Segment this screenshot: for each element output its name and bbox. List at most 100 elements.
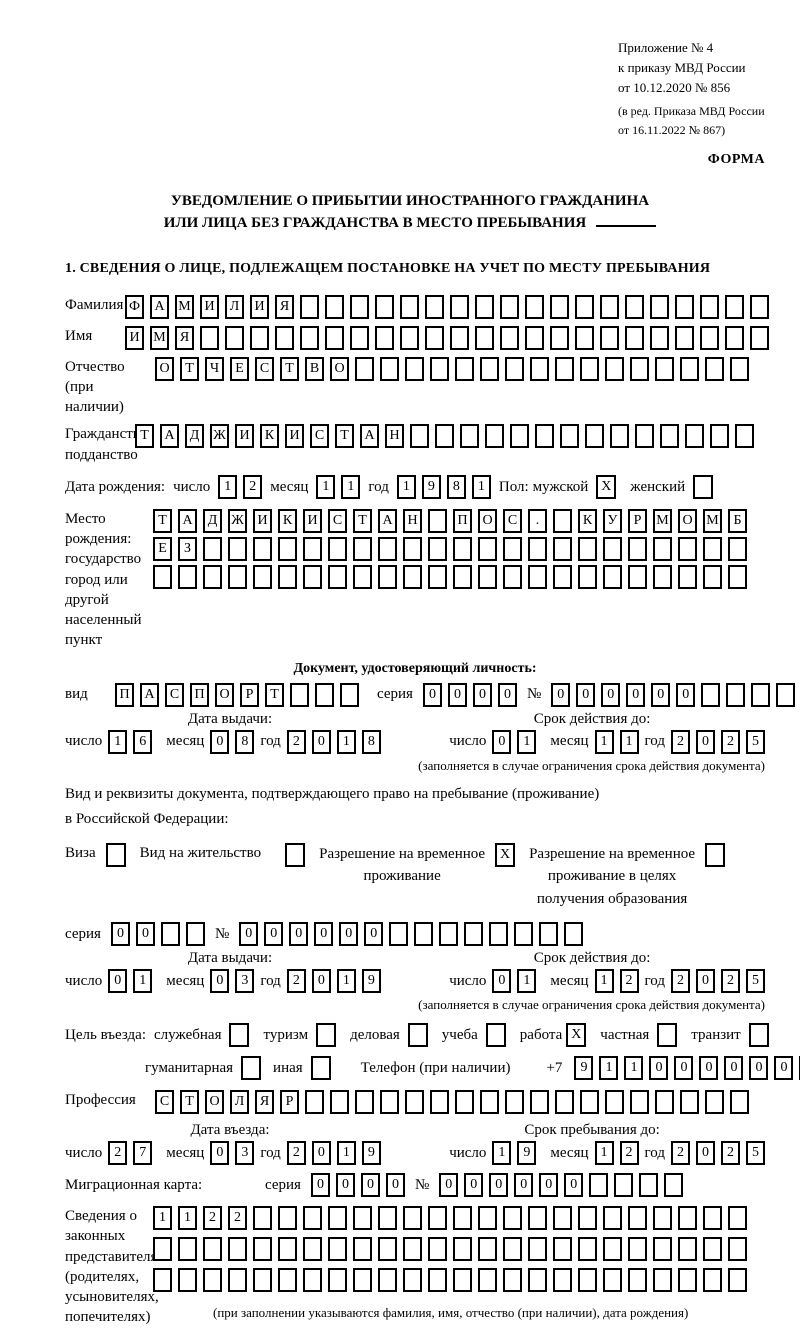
char-cell[interactable]: 0 bbox=[472, 682, 492, 707]
char-cell[interactable]: 9 bbox=[517, 1141, 537, 1166]
char-cell[interactable]: 1 bbox=[619, 729, 639, 754]
char-cell[interactable] bbox=[203, 1237, 222, 1262]
char-cell[interactable] bbox=[603, 564, 622, 589]
char-cell[interactable] bbox=[635, 424, 654, 449]
char-cell[interactable] bbox=[751, 682, 771, 707]
char-cell[interactable] bbox=[253, 536, 272, 561]
char-cell[interactable] bbox=[153, 1237, 172, 1262]
char-cell[interactable]: Т bbox=[265, 682, 284, 707]
char-cell[interactable]: 0 bbox=[492, 969, 512, 994]
char-cell[interactable]: Д bbox=[203, 508, 222, 533]
char-cell[interactable] bbox=[503, 536, 522, 561]
char-cell[interactable] bbox=[653, 1268, 672, 1293]
purpose-work-checkbox[interactable]: X bbox=[566, 1023, 587, 1048]
char-cell[interactable]: Т bbox=[180, 356, 199, 381]
char-cell[interactable] bbox=[750, 294, 769, 319]
purpose-study-checkbox[interactable] bbox=[485, 1023, 506, 1048]
char-cell[interactable] bbox=[750, 325, 769, 350]
purpose-business-checkbox[interactable] bbox=[407, 1023, 428, 1048]
char-cell[interactable] bbox=[178, 564, 197, 589]
char-cell[interactable] bbox=[378, 1206, 397, 1231]
sex-female-checkbox[interactable] bbox=[693, 474, 714, 499]
char-cell[interactable]: К bbox=[578, 508, 597, 533]
char-cell[interactable] bbox=[580, 356, 599, 381]
char-cell[interactable] bbox=[275, 325, 294, 350]
residence-permit-checkbox[interactable] bbox=[285, 842, 306, 867]
char-cell[interactable]: 0 bbox=[110, 922, 130, 947]
char-cell[interactable]: 0 bbox=[210, 1141, 230, 1166]
char-cell[interactable] bbox=[439, 922, 459, 947]
char-cell[interactable] bbox=[510, 424, 529, 449]
char-cell[interactable] bbox=[425, 294, 444, 319]
char-cell[interactable] bbox=[290, 682, 309, 707]
char-cell[interactable]: 0 bbox=[696, 729, 715, 754]
char-cell[interactable]: Е bbox=[153, 536, 172, 561]
char-cell[interactable]: О bbox=[678, 508, 697, 533]
char-cell[interactable] bbox=[178, 1237, 197, 1262]
char-cell[interactable]: И bbox=[235, 424, 254, 449]
char-cell[interactable] bbox=[528, 1268, 547, 1293]
char-cell[interactable]: 1 bbox=[336, 1141, 356, 1166]
char-cell[interactable]: 9 bbox=[361, 969, 381, 994]
char-cell[interactable]: 1 bbox=[133, 969, 153, 994]
char-cell[interactable] bbox=[564, 922, 584, 947]
char-cell[interactable] bbox=[485, 424, 504, 449]
char-cell[interactable] bbox=[703, 536, 722, 561]
char-cell[interactable] bbox=[328, 536, 347, 561]
char-cell[interactable] bbox=[428, 1268, 447, 1293]
char-cell[interactable] bbox=[410, 424, 429, 449]
char-cell[interactable]: С bbox=[255, 356, 274, 381]
char-cell[interactable] bbox=[328, 1206, 347, 1231]
char-cell[interactable]: Ж bbox=[210, 424, 229, 449]
char-cell[interactable]: . bbox=[528, 508, 547, 533]
char-cell[interactable] bbox=[480, 1090, 499, 1115]
char-cell[interactable] bbox=[178, 1268, 197, 1293]
char-cell[interactable]: 0 bbox=[489, 1173, 509, 1198]
purpose-other-checkbox[interactable] bbox=[310, 1056, 331, 1081]
char-cell[interactable]: 0 bbox=[724, 1056, 744, 1081]
char-cell[interactable] bbox=[375, 294, 394, 319]
char-cell[interactable] bbox=[703, 1237, 722, 1262]
char-cell[interactable]: Н bbox=[403, 508, 422, 533]
char-cell[interactable]: 0 bbox=[749, 1056, 769, 1081]
char-cell[interactable] bbox=[403, 564, 422, 589]
char-cell[interactable]: О bbox=[330, 356, 349, 381]
char-cell[interactable] bbox=[350, 325, 369, 350]
char-cell[interactable] bbox=[628, 536, 647, 561]
char-cell[interactable] bbox=[225, 325, 244, 350]
char-cell[interactable]: 0 bbox=[210, 969, 230, 994]
char-cell[interactable] bbox=[428, 508, 447, 533]
char-cell[interactable]: П bbox=[115, 682, 134, 707]
char-cell[interactable] bbox=[703, 564, 722, 589]
char-cell[interactable] bbox=[603, 1237, 622, 1262]
char-cell[interactable] bbox=[453, 536, 472, 561]
char-cell[interactable]: О bbox=[205, 1090, 224, 1115]
char-cell[interactable]: З bbox=[178, 536, 197, 561]
char-cell[interactable] bbox=[278, 1268, 297, 1293]
char-cell[interactable]: 1 bbox=[178, 1206, 197, 1231]
char-cell[interactable]: 0 bbox=[774, 1056, 794, 1081]
char-cell[interactable] bbox=[660, 424, 679, 449]
char-cell[interactable] bbox=[253, 1237, 272, 1262]
char-cell[interactable] bbox=[305, 1090, 324, 1115]
char-cell[interactable] bbox=[580, 1090, 599, 1115]
char-cell[interactable]: 0 bbox=[674, 1056, 694, 1081]
char-cell[interactable] bbox=[315, 682, 334, 707]
char-cell[interactable]: В bbox=[305, 356, 324, 381]
char-cell[interactable] bbox=[428, 564, 447, 589]
purpose-official-checkbox[interactable] bbox=[229, 1023, 250, 1048]
char-cell[interactable] bbox=[735, 424, 754, 449]
char-cell[interactable]: А bbox=[378, 508, 397, 533]
char-cell[interactable] bbox=[389, 922, 409, 947]
char-cell[interactable] bbox=[200, 325, 219, 350]
char-cell[interactable]: 1 bbox=[341, 474, 361, 499]
char-cell[interactable] bbox=[728, 564, 747, 589]
char-cell[interactable]: Т bbox=[180, 1090, 199, 1115]
char-cell[interactable] bbox=[455, 1090, 474, 1115]
char-cell[interactable] bbox=[700, 294, 719, 319]
char-cell[interactable]: 0 bbox=[311, 969, 331, 994]
char-cell[interactable] bbox=[603, 536, 622, 561]
char-cell[interactable] bbox=[628, 564, 647, 589]
char-cell[interactable]: 8 bbox=[235, 729, 255, 754]
char-cell[interactable] bbox=[678, 1237, 697, 1262]
